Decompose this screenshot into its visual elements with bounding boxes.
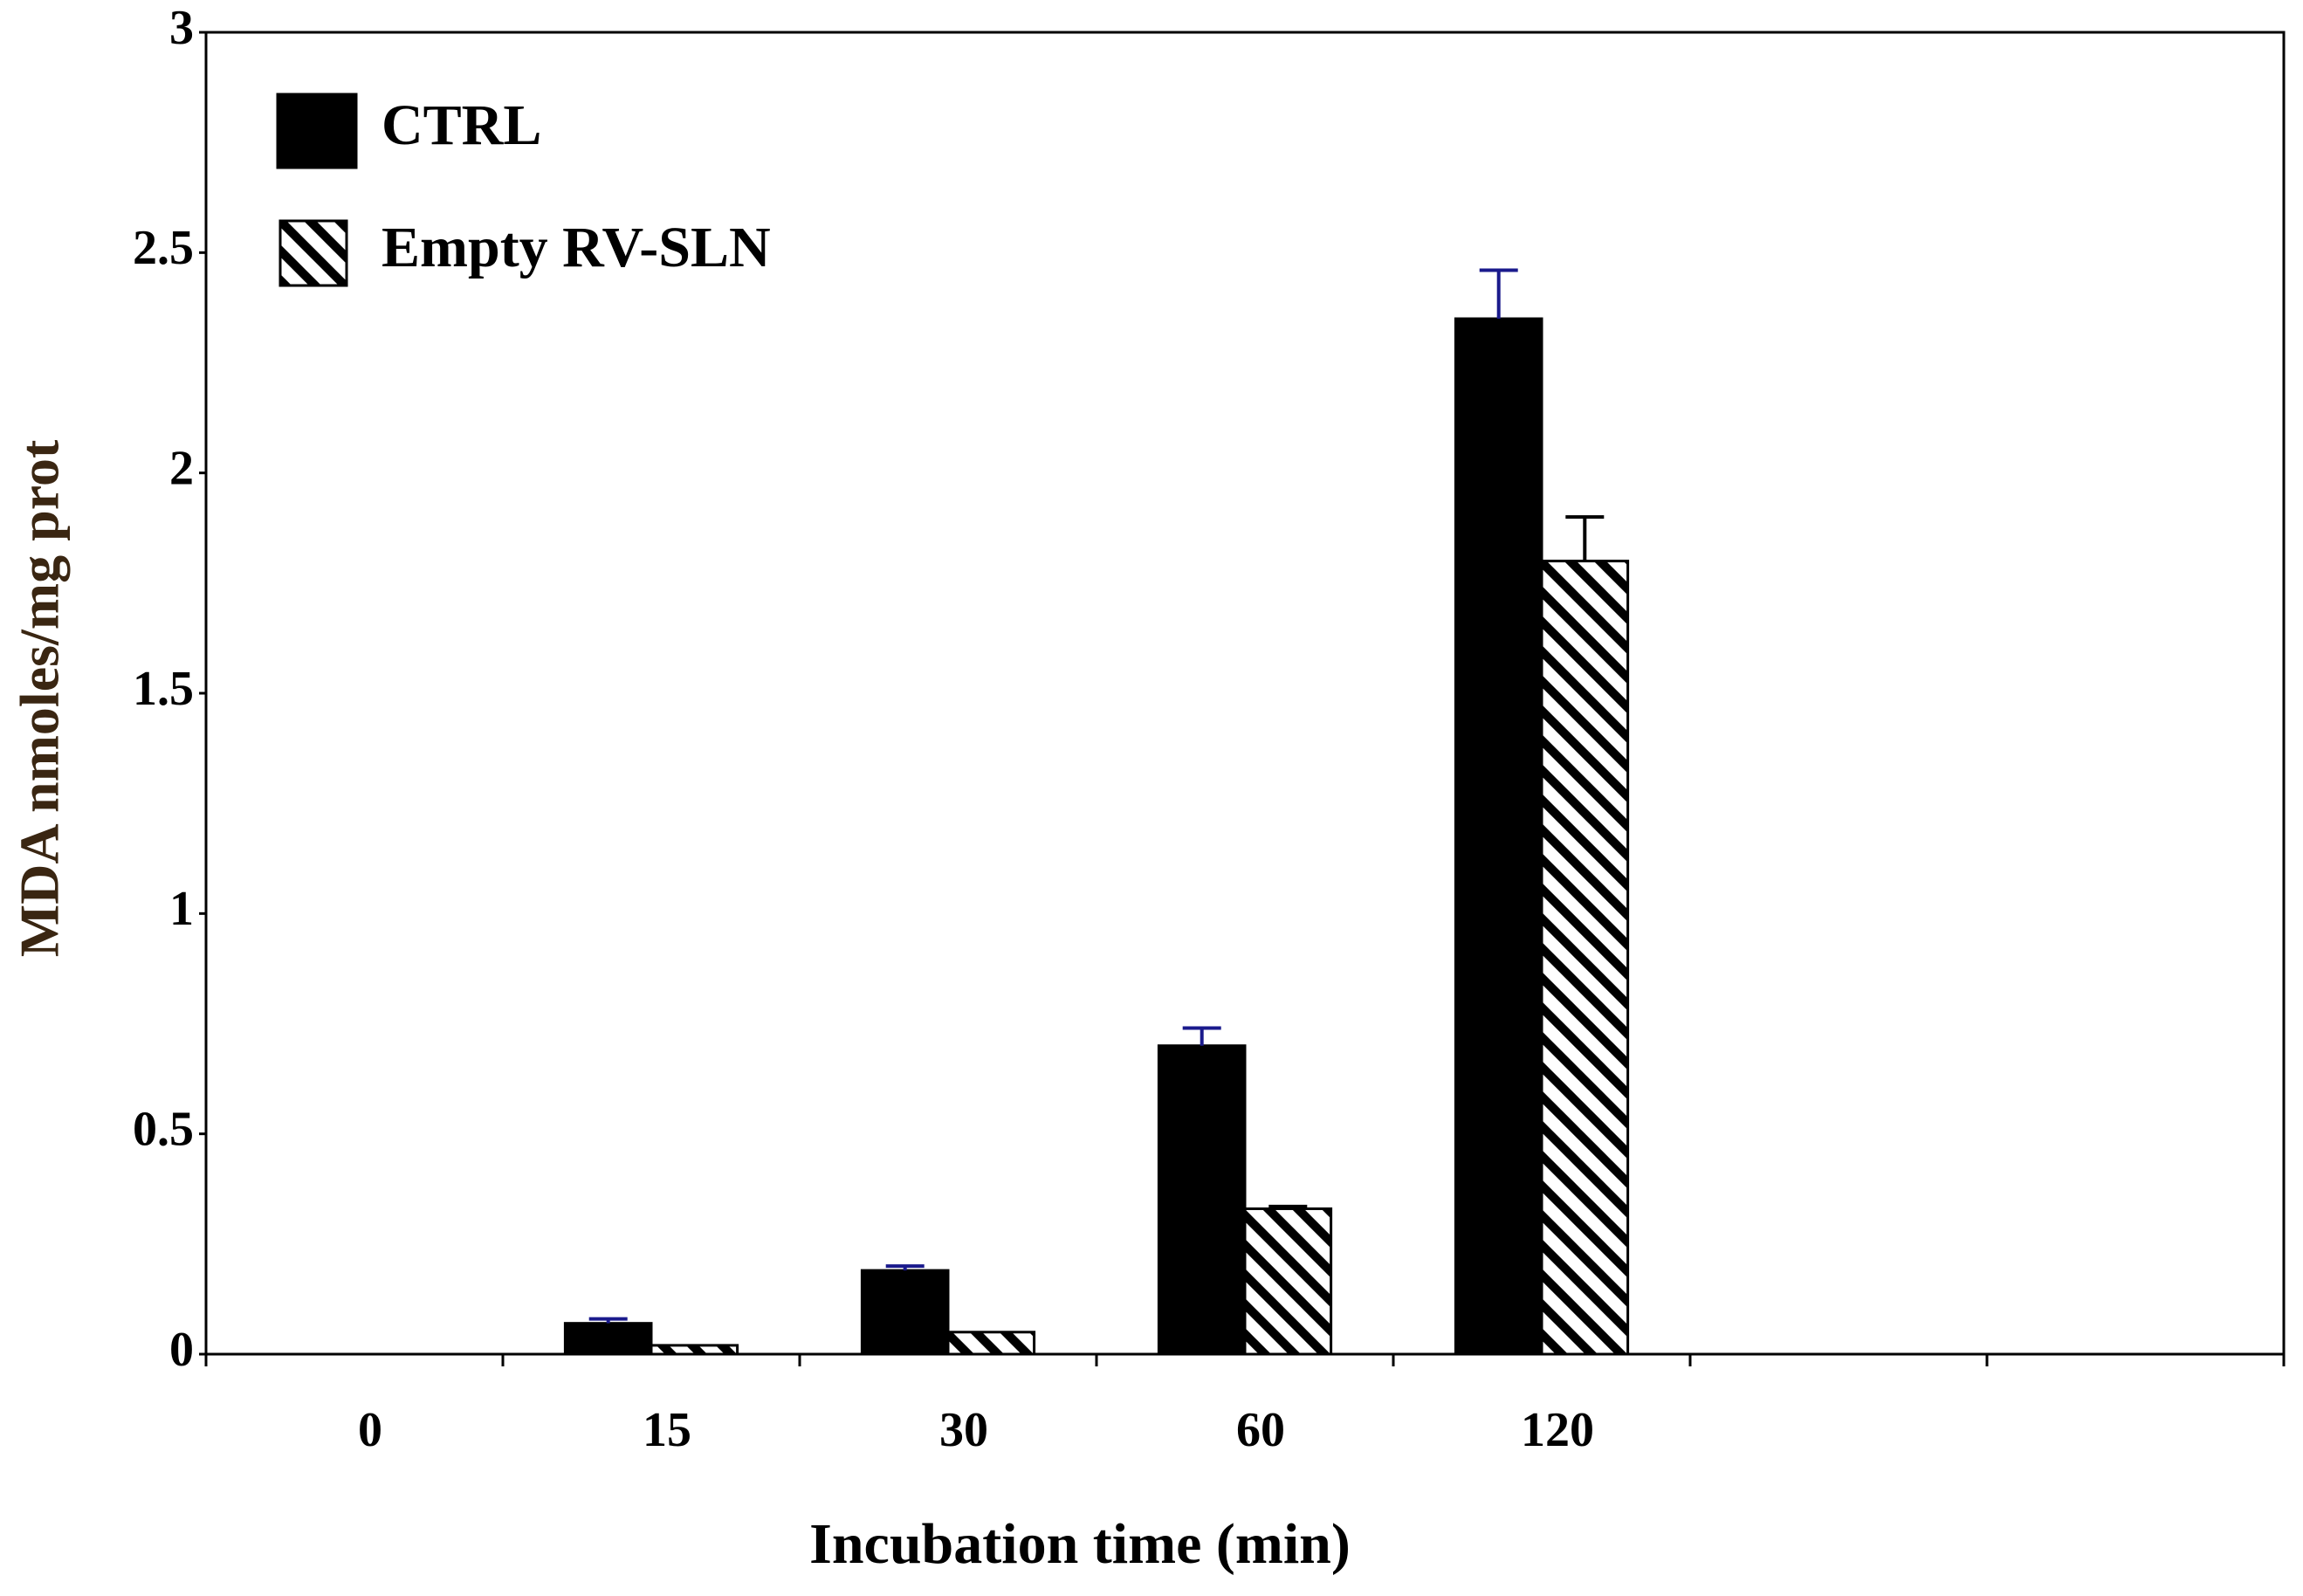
- error-bar: [1268, 1204, 1308, 1209]
- x-tick-label: 0: [358, 1403, 382, 1457]
- bar: [1540, 560, 1630, 1356]
- y-axis-title: MDA nmoles/mg prot: [9, 439, 71, 957]
- bar: [563, 1322, 653, 1356]
- error-bar: [1182, 1026, 1221, 1046]
- error-bar: [588, 1317, 628, 1324]
- x-tick-label: 30: [939, 1403, 988, 1457]
- error-bar: [1565, 515, 1605, 561]
- legend-swatch: [276, 93, 358, 169]
- y-tick-label: 1.5: [133, 662, 194, 716]
- bar: [1454, 317, 1543, 1356]
- y-tick-label: 3: [169, 1, 194, 55]
- error-bar: [1479, 268, 1518, 320]
- error-bar: [885, 1264, 925, 1271]
- y-tick-label: 2.5: [133, 221, 194, 275]
- legend-label: CTRL: [382, 93, 541, 157]
- bar: [1157, 1044, 1247, 1356]
- legend-label: Empty RV-SLN: [382, 216, 771, 279]
- bar: [946, 1331, 1036, 1356]
- y-tick-label: 2: [169, 442, 194, 496]
- legend-swatch: [278, 219, 348, 287]
- x-tick-label: 120: [1521, 1403, 1594, 1457]
- bar: [860, 1269, 950, 1356]
- x-tick-label: 60: [1236, 1403, 1285, 1457]
- x-axis-title: Incubation time (min): [809, 1512, 1351, 1576]
- bar: [1243, 1207, 1333, 1356]
- y-tick-label: 0: [169, 1323, 194, 1377]
- bar: [650, 1344, 739, 1356]
- x-tick-label: 15: [643, 1403, 691, 1457]
- y-tick-label: 1: [169, 882, 194, 936]
- y-tick-label: 0.5: [133, 1103, 194, 1157]
